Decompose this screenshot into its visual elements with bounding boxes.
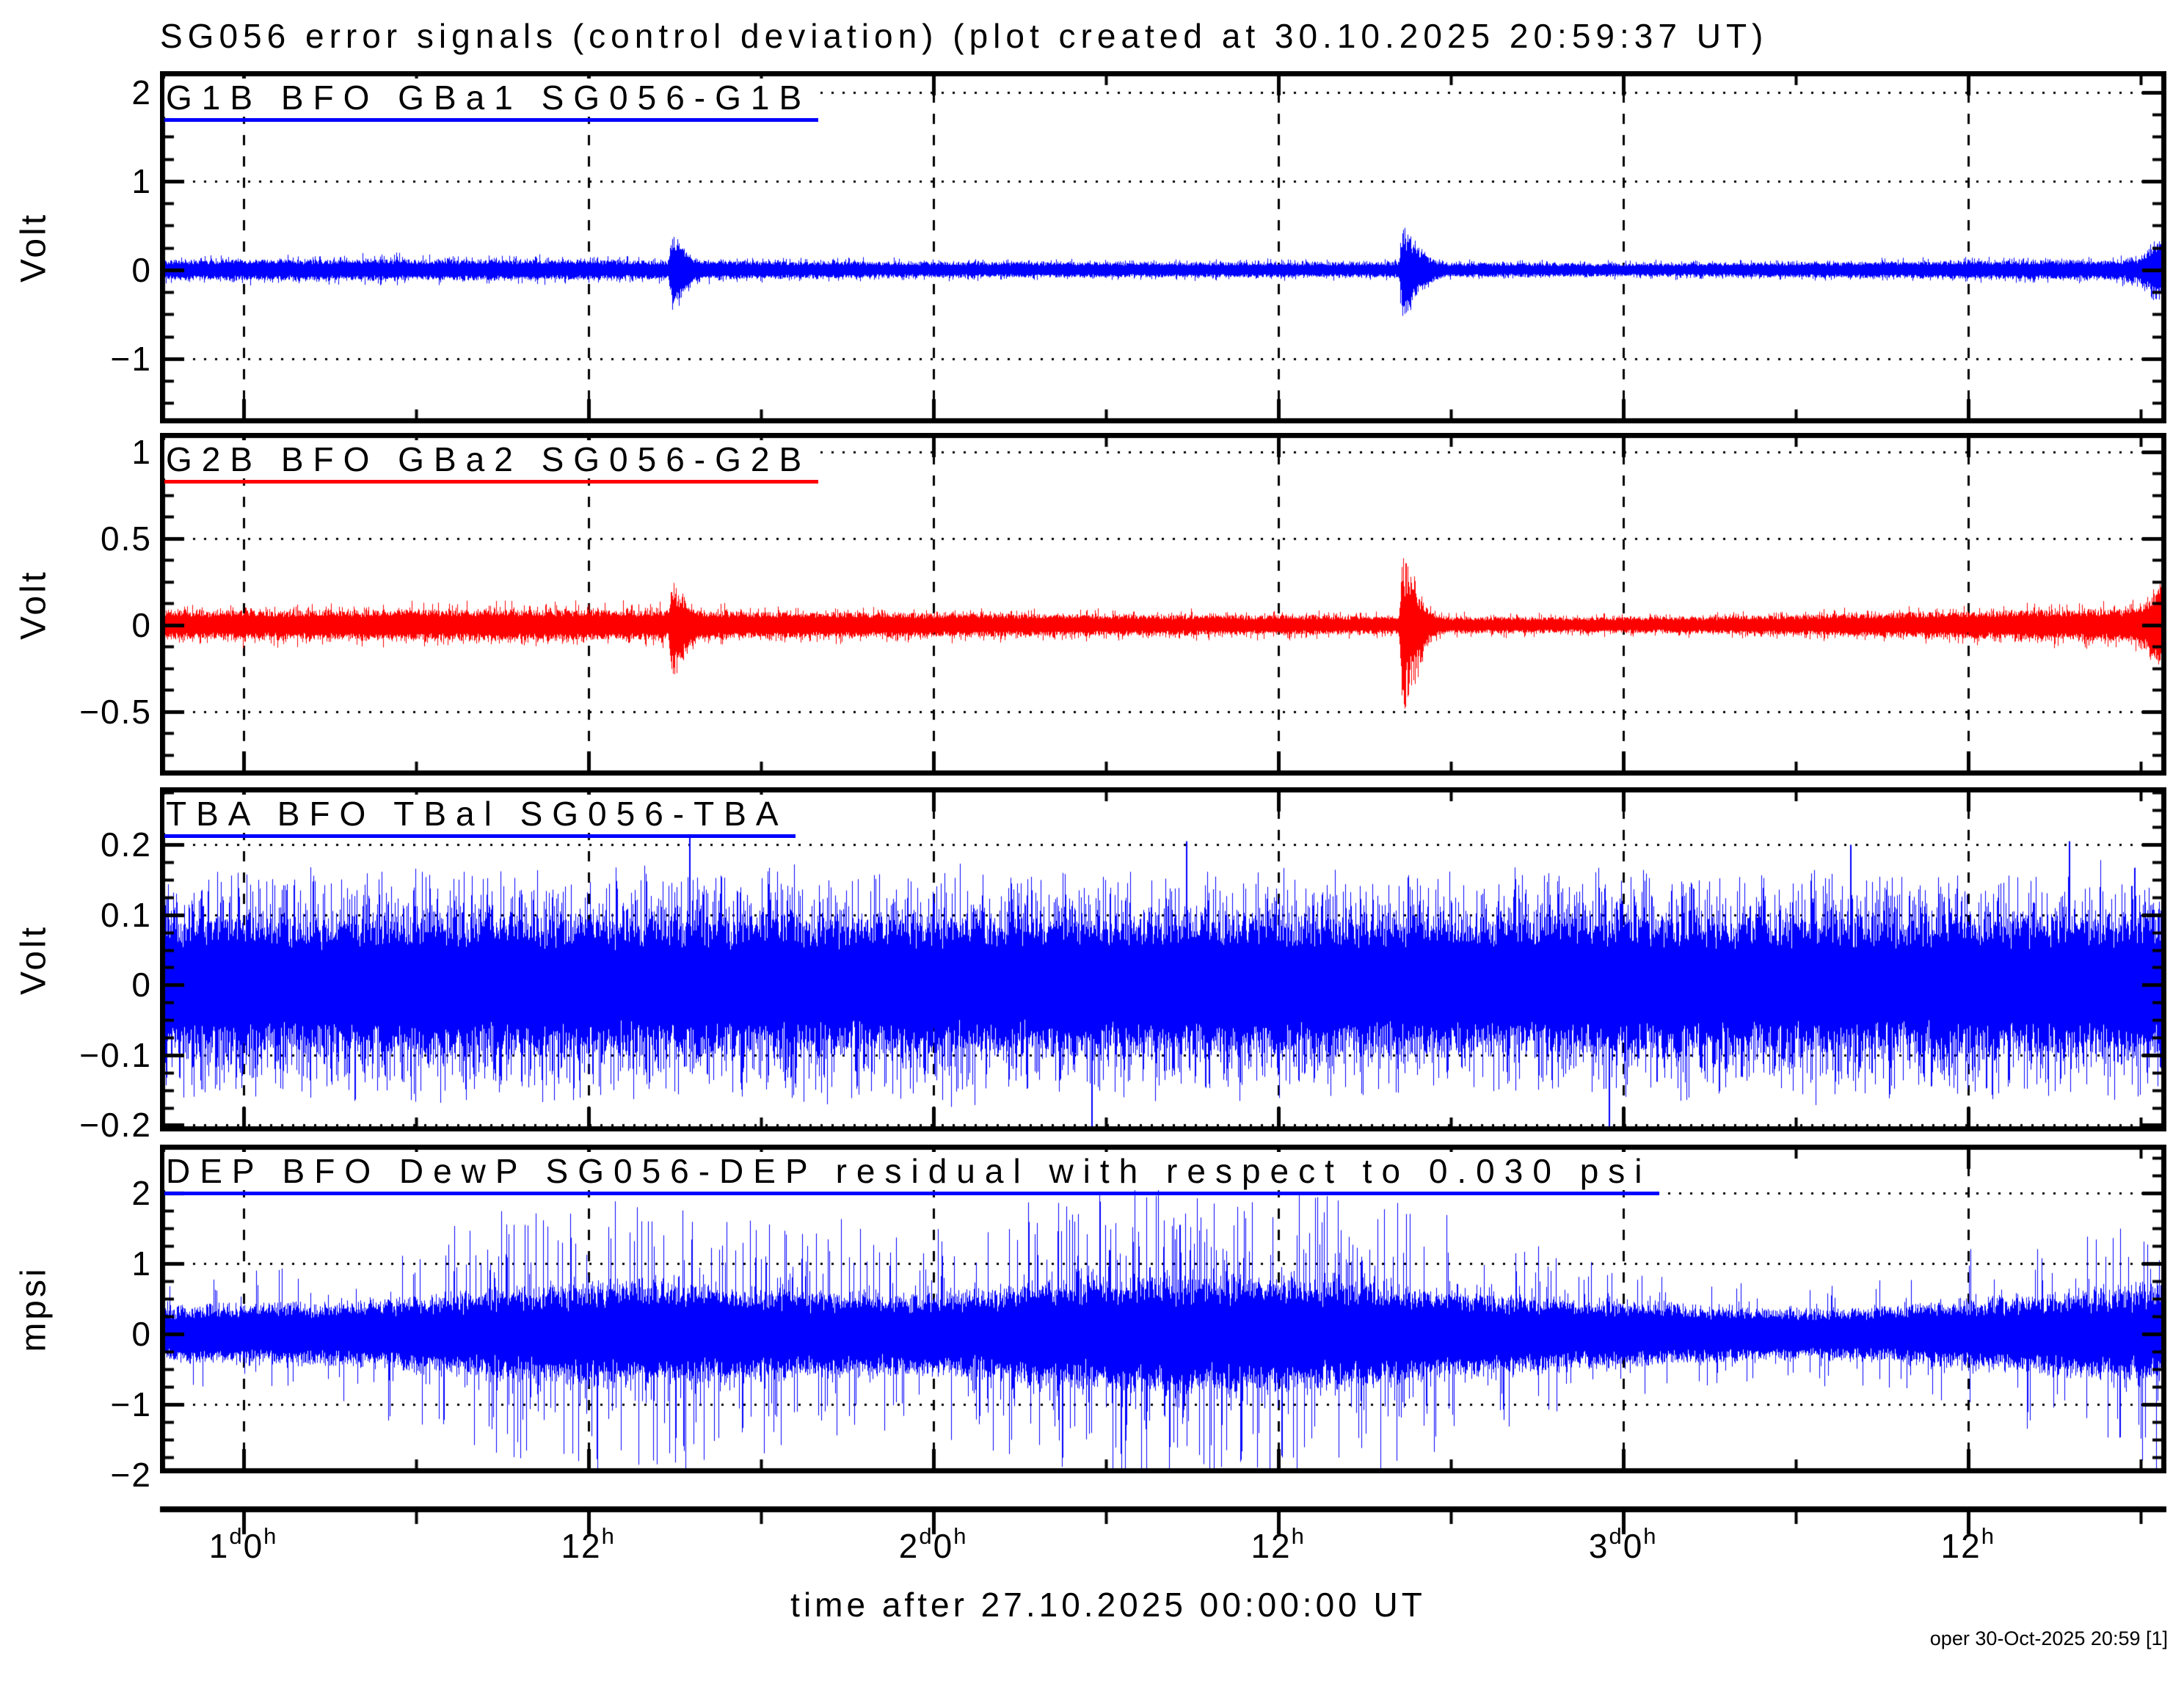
y-axis-label-mpsi: mpsi	[14, 1266, 54, 1352]
y-tick-label: 2	[131, 1174, 152, 1213]
x-axis-label: time after 27.10.2025 00:00:00 UT	[790, 1586, 1426, 1624]
panel-title-g1b: G1B BFO GBa1 SG056-G1B	[164, 79, 818, 117]
panel-title-underline-tba	[164, 834, 796, 838]
x-tick-label: 1d0h	[208, 1523, 278, 1565]
y-tick-label: −0.1	[79, 1035, 152, 1074]
y-axis-label-volt: Volt	[14, 211, 54, 283]
y-tick-label: 1	[131, 161, 152, 200]
panel-header: G1B BFO GBa1 SG056-G1B	[164, 79, 818, 122]
panel-title-dep: DEP BFO DewP SG056-DEP residual with res…	[164, 1152, 1658, 1190]
y-tick-label: −1	[110, 339, 152, 378]
y-tick-label: −2	[110, 1455, 152, 1494]
panel-g1b: G1B BFO GBa1 SG056-G1B	[160, 71, 2166, 423]
panel-title-underline-g2b	[164, 480, 818, 484]
panel-tba: TBA BFO TBal SG056-TBA	[160, 787, 2166, 1131]
x-tick-label: 12h	[561, 1523, 616, 1565]
y-tick-label: 0.2	[101, 825, 152, 864]
x-tick-label: 12h	[1940, 1523, 1995, 1565]
panel-title-g2b: G2B BFO GBa2 SG056-G2B	[164, 440, 818, 478]
y-tick-label: −1	[110, 1385, 152, 1423]
y-tick-label: 0	[131, 250, 152, 289]
y-tick-label: 0	[131, 966, 152, 1004]
y-tick-label: 1	[131, 432, 152, 471]
panel-title-underline-g1b	[164, 118, 818, 122]
panel-title-tba: TBA BFO TBal SG056-TBA	[164, 795, 794, 833]
y-tick-label: 1	[131, 1244, 152, 1283]
y-axis-label-volt: Volt	[14, 569, 54, 640]
panel-g2b: G2B BFO GBa2 SG056-G2B	[160, 433, 2166, 776]
panel-dep: DEP BFO DewP SG056-DEP residual with res…	[160, 1145, 2166, 1473]
y-tick-label: −0.5	[79, 692, 152, 731]
y-axis-label-volt: Volt	[14, 924, 54, 995]
x-tick-label: 2d0h	[898, 1523, 968, 1565]
plot-credit: oper 30-Oct-2025 20:59 [1]	[1929, 1627, 2168, 1649]
panel-header: TBA BFO TBal SG056-TBA	[164, 795, 796, 838]
waveform-canvas-g1b	[160, 71, 2166, 423]
panel-header: DEP BFO DewP SG056-DEP residual with res…	[164, 1152, 1659, 1195]
panel-title-underline-dep	[164, 1192, 1659, 1195]
time-axis-canvas	[0, 1488, 2184, 1547]
waveform-canvas-tba	[160, 787, 2166, 1131]
y-tick-label: −0.2	[79, 1106, 152, 1145]
y-tick-label: 2	[131, 73, 152, 112]
panel-header: G2B BFO GBa2 SG056-G2B	[164, 440, 818, 484]
y-tick-label: 0	[131, 605, 152, 644]
waveform-canvas-dep	[160, 1145, 2166, 1473]
y-tick-label: 0.5	[101, 519, 152, 558]
waveform-canvas-g2b	[160, 433, 2166, 776]
y-tick-label: 0	[131, 1315, 152, 1354]
x-tick-label: 3d0h	[1588, 1523, 1658, 1565]
x-tick-label: 12h	[1251, 1523, 1306, 1565]
y-tick-label: 0.1	[101, 895, 152, 934]
plot-title: SG056 error signals (control deviation) …	[160, 17, 1769, 55]
